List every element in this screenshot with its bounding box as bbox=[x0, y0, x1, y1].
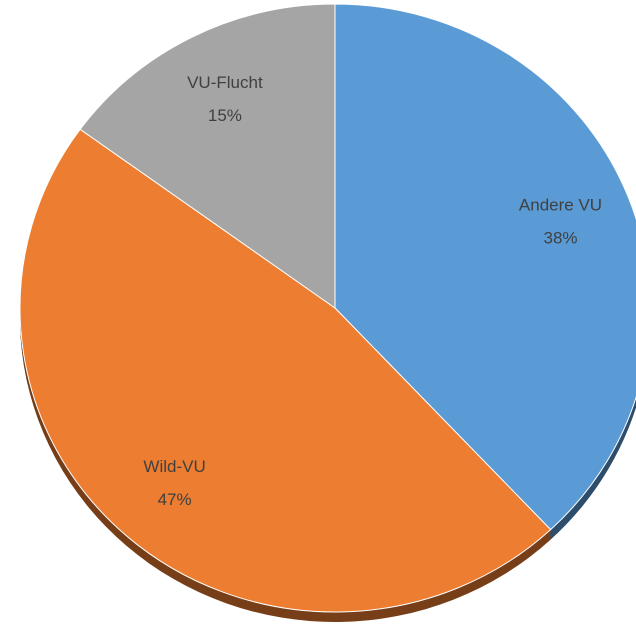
slice-value-label: 47% bbox=[158, 490, 192, 509]
slice-label: VU-Flucht bbox=[187, 73, 263, 92]
slice bbox=[79, 3, 336, 309]
slice-label: Wild-VU bbox=[143, 457, 205, 476]
slice bbox=[19, 128, 552, 613]
slice-value-label: 15% bbox=[208, 106, 242, 125]
slice bbox=[334, 3, 636, 531]
slice-label: Andere VU bbox=[519, 195, 602, 214]
slice-value-label: 38% bbox=[544, 228, 578, 247]
